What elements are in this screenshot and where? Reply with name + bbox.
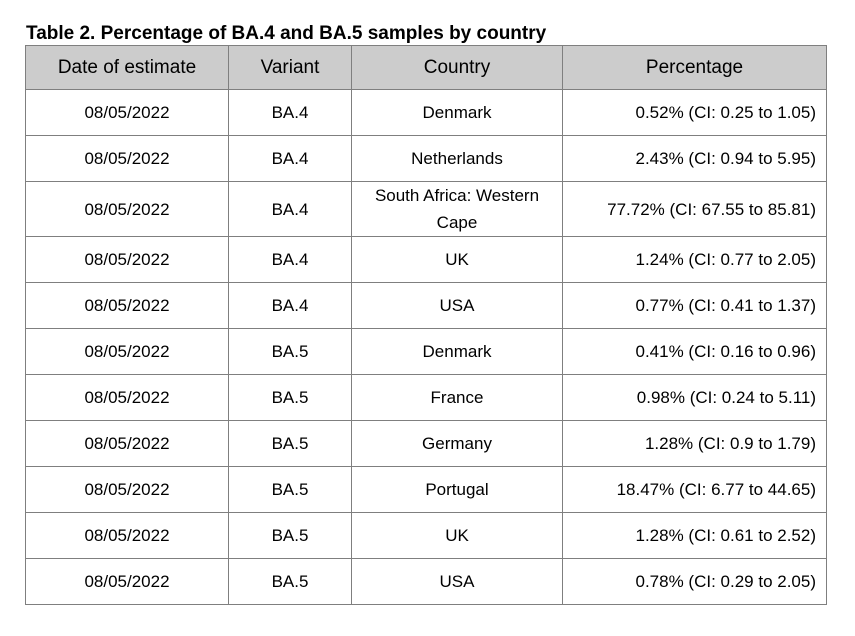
cell-percentage: 1.28% (CI: 0.61 to 2.52) [562,512,827,559]
variant-table: Date of estimate Variant Country Percent… [25,45,827,605]
cell-percentage: 2.43% (CI: 0.94 to 5.95) [562,135,827,182]
cell-percentage: 1.24% (CI: 0.77 to 2.05) [562,236,827,283]
cell-variant: BA.4 [228,236,352,283]
cell-percentage: 1.28% (CI: 0.9 to 1.79) [562,420,827,467]
table-row: 08/05/2022 BA.5 Denmark 0.41% (CI: 0.16 … [25,328,827,375]
table-row: 08/05/2022 BA.5 Germany 1.28% (CI: 0.9 t… [25,420,827,467]
table-row: 08/05/2022 BA.4 South Africa: Western Ca… [25,181,827,237]
cell-country: UK [351,512,563,559]
table-row: 08/05/2022 BA.5 France 0.98% (CI: 0.24 t… [25,374,827,421]
cell-country: USA [351,282,563,329]
cell-date: 08/05/2022 [25,374,229,421]
cell-country: Denmark [351,89,563,136]
cell-country: Netherlands [351,135,563,182]
table-header-row: Date of estimate Variant Country Percent… [25,45,827,90]
header-variant: Variant [228,45,352,90]
cell-variant: BA.5 [228,420,352,467]
header-date: Date of estimate [25,45,229,90]
table-caption: Table 2. Percentage of BA.4 and BA.5 sam… [26,23,547,44]
cell-percentage: 0.98% (CI: 0.24 to 5.11) [562,374,827,421]
cell-variant: BA.4 [228,181,352,237]
table-row: 08/05/2022 BA.4 Denmark 0.52% (CI: 0.25 … [25,89,827,136]
cell-date: 08/05/2022 [25,282,229,329]
cell-country: South Africa: Western Cape [351,181,563,237]
cell-variant: BA.5 [228,374,352,421]
cell-percentage: 0.77% (CI: 0.41 to 1.37) [562,282,827,329]
cell-variant: BA.4 [228,282,352,329]
cell-percentage: 77.72% (CI: 67.55 to 85.81) [562,181,827,237]
cell-percentage: 18.47% (CI: 6.77 to 44.65) [562,466,827,513]
table-row: 08/05/2022 BA.5 USA 0.78% (CI: 0.29 to 2… [25,558,827,605]
cell-country: Germany [351,420,563,467]
cell-variant: BA.5 [228,558,352,605]
cell-date: 08/05/2022 [25,236,229,283]
cell-percentage: 0.52% (CI: 0.25 to 1.05) [562,89,827,136]
cell-date: 08/05/2022 [25,466,229,513]
cell-percentage: 0.78% (CI: 0.29 to 2.05) [562,558,827,605]
cell-percentage: 0.41% (CI: 0.16 to 0.96) [562,328,827,375]
cell-variant: BA.4 [228,89,352,136]
cell-date: 08/05/2022 [25,328,229,375]
cell-country: Portugal [351,466,563,513]
cell-variant: BA.5 [228,512,352,559]
header-percentage: Percentage [562,45,827,90]
cell-variant: BA.5 [228,466,352,513]
table-row: 08/05/2022 BA.5 UK 1.28% (CI: 0.61 to 2.… [25,512,827,559]
cell-date: 08/05/2022 [25,89,229,136]
cell-country: USA [351,558,563,605]
table-row: 08/05/2022 BA.4 Netherlands 2.43% (CI: 0… [25,135,827,182]
table-row: 08/05/2022 BA.4 USA 0.77% (CI: 0.41 to 1… [25,282,827,329]
cell-country: France [351,374,563,421]
cell-date: 08/05/2022 [25,181,229,237]
cell-variant: BA.5 [228,328,352,375]
cell-variant: BA.4 [228,135,352,182]
header-country: Country [351,45,563,90]
cell-country: Denmark [351,328,563,375]
cell-country: UK [351,236,563,283]
cell-date: 08/05/2022 [25,558,229,605]
table-row: 08/05/2022 BA.5 Portugal 18.47% (CI: 6.7… [25,466,827,513]
cell-date: 08/05/2022 [25,135,229,182]
table-row: 08/05/2022 BA.4 UK 1.24% (CI: 0.77 to 2.… [25,236,827,283]
cell-date: 08/05/2022 [25,512,229,559]
cell-date: 08/05/2022 [25,420,229,467]
